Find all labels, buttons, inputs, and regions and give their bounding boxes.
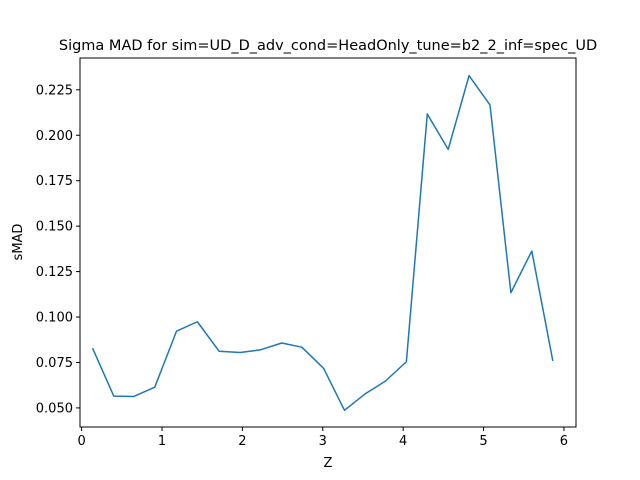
plot-layer bbox=[91, 74, 554, 412]
y-tick-label: 0.100 bbox=[36, 311, 73, 326]
y-tick-label: 0.075 bbox=[36, 356, 73, 371]
chart-title: Sigma MAD for sim=UD_D_adv_cond=HeadOnly… bbox=[59, 38, 597, 54]
y-axis: 0.050 0.075 0.100 0.125 0.150 0.175 0.200 0.225 bbox=[36, 83, 80, 416]
y-tick-label: 0.225 bbox=[36, 83, 73, 98]
x-tick-label: 0 bbox=[77, 434, 85, 449]
x-tick-label: 1 bbox=[158, 434, 166, 449]
y-tick-label: 0.125 bbox=[36, 265, 73, 280]
x-tick-label: 5 bbox=[479, 434, 487, 449]
x-axis-label: Z bbox=[324, 456, 333, 471]
y-tick-label: 0.050 bbox=[36, 401, 73, 416]
plot-area bbox=[80, 58, 576, 427]
x-axis: 0 1 2 3 4 5 6 bbox=[77, 427, 568, 449]
x-tick-label: 2 bbox=[238, 434, 246, 449]
x-tick-label: 6 bbox=[560, 434, 568, 449]
x-tick-label: 3 bbox=[319, 434, 327, 449]
plot-frame bbox=[79, 57, 577, 428]
x-tick-label: 4 bbox=[399, 434, 407, 449]
y-tick-label: 0.150 bbox=[36, 220, 73, 235]
y-axis-label: sMAD bbox=[11, 224, 26, 261]
y-tick-label: 0.175 bbox=[36, 174, 73, 189]
y-tick-label: 0.200 bbox=[36, 129, 73, 144]
